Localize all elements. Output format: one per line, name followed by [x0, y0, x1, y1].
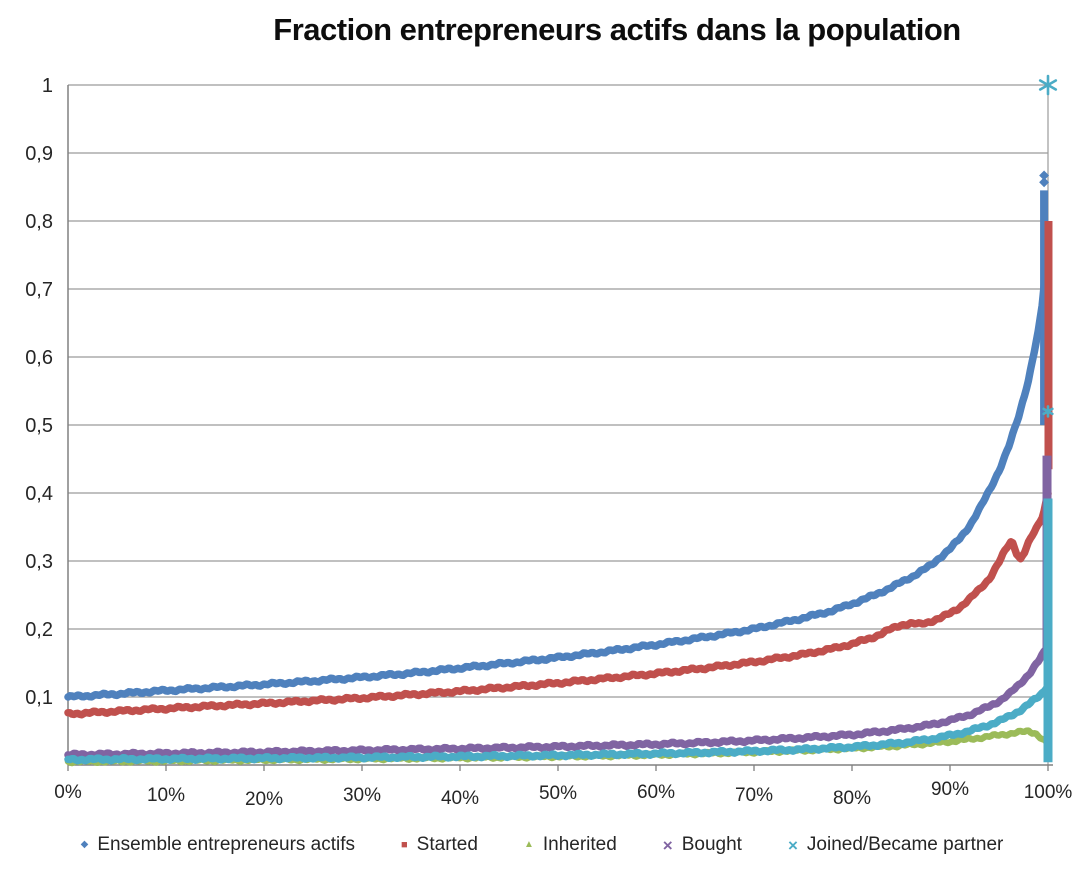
chart-legend: ◆ Ensemble entrepreneurs actifs ■ Started ▲ I…: [0, 834, 1084, 856]
series-line-ensemble-entrepreneurs-actifs: [64, 226, 1052, 701]
y-axis-tick-label: 0,8: [25, 211, 53, 233]
chart-title: Fraction entrepreneurs actifs dans la po…: [273, 12, 961, 47]
x-axis-tick-label: 50%: [539, 783, 577, 804]
marker-ensemble-entrepreneurs-actifs: [1039, 177, 1050, 188]
legend-item-started: ■ Started: [401, 834, 478, 856]
marker-ensemble-entrepreneurs-actifs: [1039, 170, 1050, 181]
y-axis-tick-label: 0,6: [25, 347, 53, 369]
x-axis-tick-label: 80%: [833, 788, 871, 809]
legend-marker-square-icon: ■: [401, 838, 408, 851]
y-axis-tick-label: 0,9: [25, 143, 53, 165]
x-axis-tick-label: 90%: [931, 779, 969, 800]
y-axis-tick-label: 1: [42, 75, 53, 97]
legend-item-inherited: ▲ Inherited: [524, 834, 617, 856]
legend-label: Ensemble entrepreneurs actifs: [97, 834, 356, 855]
legend-item-ensemble-entrepreneurs-actifs: ◆ Ensemble entrepreneurs actifs: [81, 834, 355, 856]
x-axis-tick-label: 30%: [343, 785, 381, 806]
y-axis-tick-label: 0,1: [25, 687, 53, 709]
series-line-started: [64, 489, 1052, 719]
y-axis-tick-label: 0,4: [25, 483, 53, 505]
marker-joined-became-partner: [1038, 79, 1058, 91]
series-line-bought: [64, 642, 1052, 760]
legend-marker-cross-icon: ×: [787, 835, 798, 855]
legend-label: Bought: [681, 834, 742, 855]
legend-marker-cross-icon: ×: [662, 835, 673, 855]
y-axis-tick-label: 0,3: [25, 551, 53, 573]
legend-item-joined-became-partner: × Joined/Became partner: [788, 834, 1003, 856]
x-axis-tick-label: 60%: [637, 782, 675, 803]
x-axis-tick-label: 100%: [1024, 782, 1073, 803]
x-axis-tick-label: 20%: [245, 789, 283, 810]
marker-joined-became-partner: [1042, 407, 1054, 416]
x-axis-tick-label: 70%: [735, 785, 773, 806]
x-axis-tick-label: 40%: [441, 788, 479, 809]
y-axis-tick-label: 0,7: [25, 279, 53, 301]
legend-label: Inherited: [542, 834, 617, 855]
x-axis-tick-label: 0%: [54, 782, 82, 803]
y-axis-tick-label: 0,2: [25, 619, 53, 641]
legend-marker-triangle-icon: ▲: [523, 839, 534, 850]
series-line-joined-became-partner: [64, 681, 1052, 765]
legend-label: Joined/Became partner: [806, 834, 1004, 855]
x-axis-tick-label: 10%: [147, 785, 185, 806]
y-axis-tick-label: 0,5: [25, 415, 53, 437]
legend-label: Started: [416, 834, 478, 855]
legend-item-bought: × Bought: [663, 834, 742, 856]
legend-marker-diamond-icon: ◆: [80, 839, 89, 850]
